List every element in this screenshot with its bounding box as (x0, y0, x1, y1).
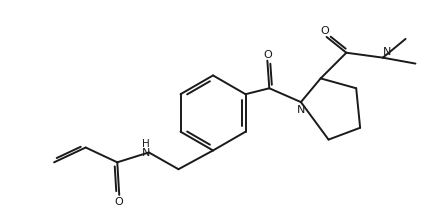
Text: N: N (297, 105, 305, 115)
Text: O: O (263, 50, 272, 60)
Text: O: O (115, 197, 124, 207)
Text: H: H (142, 139, 150, 148)
Text: O: O (320, 26, 329, 36)
Text: N: N (142, 148, 150, 158)
Text: N: N (383, 47, 391, 57)
